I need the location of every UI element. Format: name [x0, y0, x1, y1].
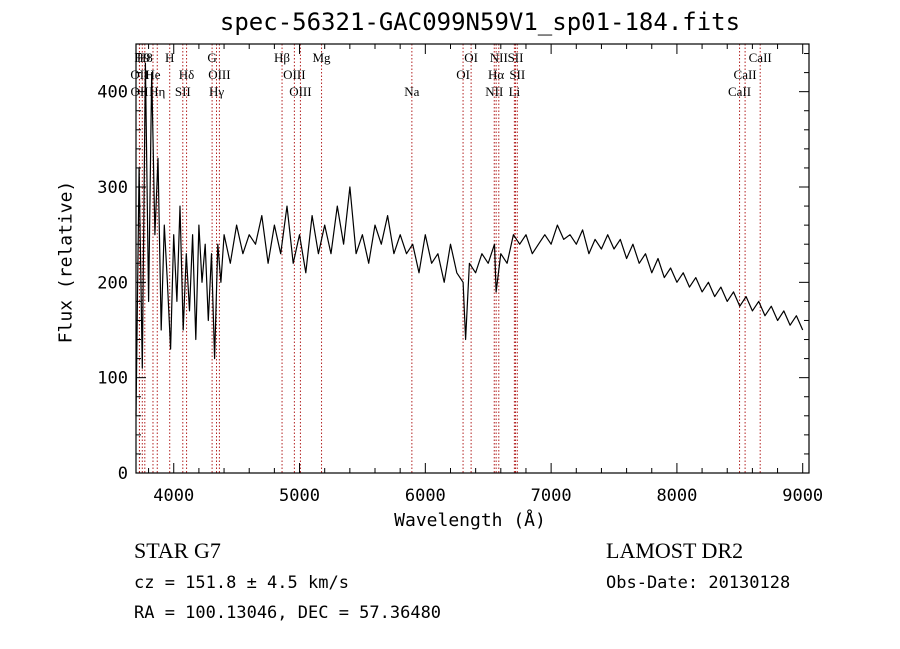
y-tick-label: 300	[97, 178, 128, 198]
line-marker-label: NII	[485, 84, 503, 99]
line-marker-label: H8	[137, 50, 153, 65]
x-axis-label: Wavelength (Å)	[394, 510, 546, 531]
line-marker-label: NII	[490, 50, 508, 65]
line-marker-label: SII	[509, 67, 525, 82]
line-marker-label: G	[207, 50, 216, 65]
line-marker-label: CaII	[734, 67, 757, 82]
survey-name: LAMOST DR2	[606, 538, 744, 563]
y-axis-ticks: 0 100 200 300 400	[97, 53, 809, 484]
line-marker-label: Hγ	[209, 84, 224, 99]
line-marker-label: CaII	[728, 84, 751, 99]
line-marker-label: Hη	[149, 84, 165, 99]
line-marker-label: OI	[456, 67, 470, 82]
line-marker-label: Hδ	[179, 67, 195, 82]
line-marker-label: Hα	[488, 67, 504, 82]
observation-date: Obs-Date: 20130128	[606, 573, 791, 593]
y-tick-label: 400	[97, 83, 128, 103]
x-tick-label: 9000	[782, 486, 823, 506]
x-tick-label: 8000	[656, 486, 697, 506]
y-tick-label: 0	[118, 464, 128, 484]
x-tick-label: 4000	[153, 486, 194, 506]
line-marker-label: OIII	[208, 67, 230, 82]
line-marker-label: OIII	[283, 67, 305, 82]
line-marker-label: Li	[509, 84, 521, 99]
line-marker-label: H	[165, 50, 174, 65]
y-axis-label: Flux (relative)	[55, 180, 77, 344]
line-marker-label: SII	[508, 50, 524, 65]
coordinates: RA = 100.13046, DEC = 57.36480	[134, 603, 442, 623]
plot-frame	[135, 43, 810, 474]
chart-title: spec-56321-GAC099N59V1_sp01-184.fits	[219, 8, 741, 36]
line-marker-label: CaII	[749, 50, 772, 65]
object-class: STAR G7	[134, 538, 221, 563]
line-marker-label: Mg	[313, 50, 332, 65]
x-tick-label: 5000	[279, 486, 320, 506]
y-tick-label: 100	[97, 369, 128, 389]
x-tick-label: 7000	[531, 486, 572, 506]
line-marker-label: OIII	[289, 84, 311, 99]
line-marker-label: Hβ	[274, 50, 290, 65]
spectrum-line	[135, 62, 804, 416]
line-marker-label: Na	[404, 84, 419, 99]
redshift-velocity: cz = 151.8 ± 4.5 km/s	[134, 573, 349, 593]
y-tick-label: 200	[97, 273, 128, 293]
line-marker-label: OI	[464, 50, 478, 65]
line-marker-label: OII	[130, 67, 148, 82]
line-markers	[138, 44, 761, 473]
x-axis-ticks: 4000 5000 6000 7000 8000 9000	[148, 44, 823, 506]
line-marker-label: SII	[175, 84, 191, 99]
x-tick-label: 6000	[405, 486, 446, 506]
line-marker-label: He	[145, 67, 160, 82]
